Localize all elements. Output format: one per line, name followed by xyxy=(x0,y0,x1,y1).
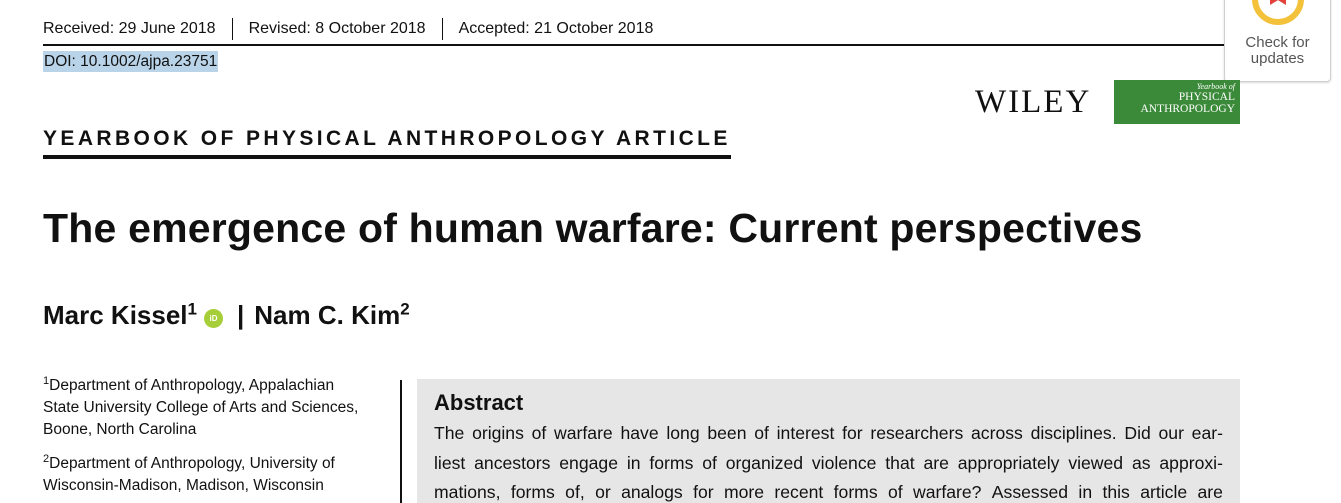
abstract-word: mations, xyxy=(434,478,501,503)
affiliation-line: Department of Anthropology, Appalachian xyxy=(49,377,334,394)
abstract-word: appropriately xyxy=(958,449,1060,479)
author-name[interactable]: Nam C. Kim xyxy=(254,300,400,330)
abstract-box: Abstract The origins of warfare have long been… xyxy=(417,379,1240,503)
abstract-word: have xyxy=(620,419,658,449)
abstract-word: this xyxy=(1102,478,1129,503)
author-line: Marc Kissel1 iD | Nam C. Kim2 xyxy=(43,297,410,333)
abstract-word: of, xyxy=(565,478,585,503)
abstract-word: origins xyxy=(472,419,524,449)
journal-logo-line1: Yearbook of xyxy=(1114,82,1235,91)
abstract-word: in xyxy=(627,449,641,479)
abstract-word: analogs xyxy=(621,478,683,503)
article-title: The emergence of human warfare: Current … xyxy=(43,203,1143,253)
abstract-line: mations, forms of, or analogs for more recent fo… xyxy=(434,478,1223,503)
revised-date: Revised: 8 October 2018 xyxy=(232,18,442,40)
abstract-word: ancestors xyxy=(474,449,550,479)
abstract-word: are xyxy=(923,449,948,479)
abstract-word: warfare? xyxy=(913,478,981,503)
column-divider xyxy=(400,380,402,503)
abstract-word: as xyxy=(1132,449,1151,479)
affiliation-marker: 2 xyxy=(400,299,409,318)
abstract-word: article xyxy=(1140,478,1187,503)
abstract-word: of xyxy=(702,449,717,479)
abstract-word: are xyxy=(1197,478,1222,503)
abstract-word: of xyxy=(532,419,547,449)
affiliation-line: Wisconsin-Madison, Madison, Wisconsin xyxy=(43,477,324,494)
abstract-word: disciplines. xyxy=(1031,419,1117,449)
affiliation-1: 1Department of Anthropology, Appalachian… xyxy=(43,375,383,441)
abstract-word: The xyxy=(434,419,464,449)
check-for-updates-label: Check for updates xyxy=(1225,35,1330,67)
abstract-word: warfare xyxy=(554,419,613,449)
author-separator: | xyxy=(237,300,244,330)
article-type-heading: YEARBOOK OF PHYSICAL ANTHROPOLOGY ARTICL… xyxy=(43,126,731,159)
abstract-word: recent xyxy=(774,478,823,503)
bookmark-badge-icon xyxy=(1252,0,1304,25)
abstract-word: liest xyxy=(434,449,465,479)
header-divider xyxy=(43,44,1239,46)
check-for-updates-button[interactable]: Check for updates xyxy=(1224,0,1331,82)
accepted-date: Accepted: 21 October 2018 xyxy=(442,18,670,40)
abstract-word: in xyxy=(1078,478,1092,503)
abstract-word: forms xyxy=(511,478,555,503)
abstract-line: liest ancestors engage in forms of organized vi… xyxy=(434,449,1223,479)
abstract-word: forms xyxy=(834,478,878,503)
abstract-word: that xyxy=(885,449,914,479)
abstract-word: more xyxy=(724,478,764,503)
abstract-word: been xyxy=(707,419,746,449)
abstract-word: interest xyxy=(777,419,835,449)
affiliation-2: 2Department of Anthropology, University … xyxy=(43,453,383,497)
abstract-word: organized xyxy=(726,449,803,479)
affiliation-line: State University College of Arts and Sci… xyxy=(43,399,358,416)
orcid-icon[interactable]: iD xyxy=(204,309,223,328)
affiliation-line: Department of Anthropology, University o… xyxy=(49,455,335,472)
wiley-logo[interactable]: WILEY xyxy=(975,84,1091,120)
abstract-word: across xyxy=(971,419,1023,449)
affiliation-line: Boone, North Carolina xyxy=(43,421,196,438)
abstract-heading: Abstract xyxy=(434,389,1223,417)
journal-logo-line3: ANTHROPOLOGY xyxy=(1114,103,1235,115)
abstract-word: approxi- xyxy=(1159,449,1223,479)
author-name[interactable]: Marc Kissel xyxy=(43,300,188,330)
abstract-word: for xyxy=(842,419,863,449)
publication-dates: Received: 29 June 2018 Revised: 8 Octobe… xyxy=(43,18,669,40)
received-date: Received: 29 June 2018 xyxy=(43,18,232,40)
abstract-word: engage xyxy=(559,449,618,479)
journal-logo-line2: PHYSICAL xyxy=(1114,91,1235,103)
abstract-word: forms xyxy=(649,449,693,479)
abstract-word: Did xyxy=(1124,419,1150,449)
abstract-word: or xyxy=(595,478,611,503)
abstract-word: viewed xyxy=(1068,449,1123,479)
abstract-word: for xyxy=(693,478,714,503)
journal-logo[interactable]: Yearbook of PHYSICAL ANTHROPOLOGY xyxy=(1114,80,1240,124)
abstract-word: researchers xyxy=(870,419,963,449)
abstract-word: violence xyxy=(812,449,877,479)
abstract-line: The origins of warfare have long been of interes… xyxy=(434,419,1223,449)
abstract-word: of xyxy=(754,419,769,449)
abstract-word: long xyxy=(666,419,699,449)
abstract-word: ear- xyxy=(1192,419,1223,449)
abstract-word: Assessed xyxy=(992,478,1068,503)
abstract-word: our xyxy=(1159,419,1184,449)
affiliation-marker: 1 xyxy=(188,299,197,318)
abstract-word: of xyxy=(888,478,903,503)
doi-text[interactable]: DOI: 10.1002/ajpa.23751 xyxy=(43,51,218,72)
